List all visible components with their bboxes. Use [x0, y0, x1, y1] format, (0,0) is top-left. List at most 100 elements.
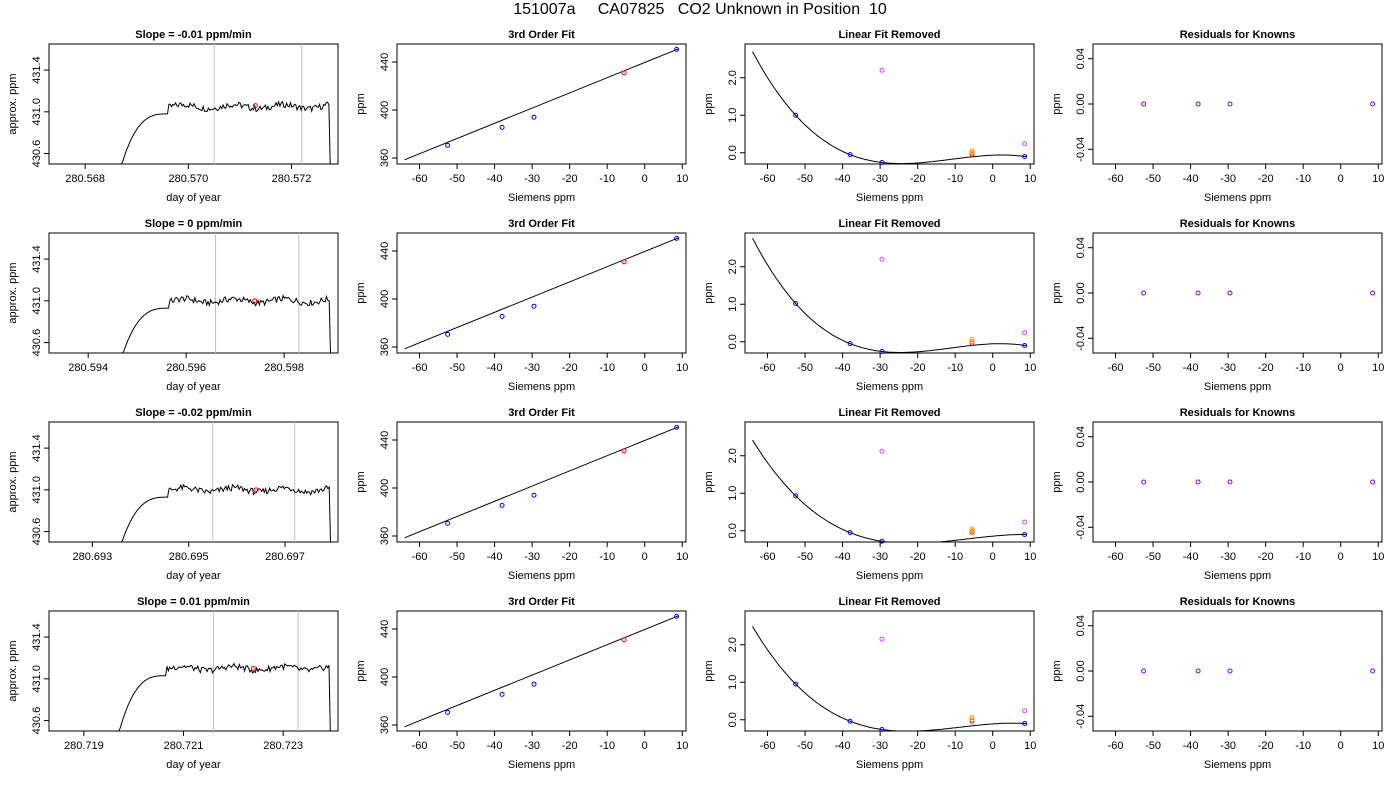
y-tick-label: 431.0	[31, 98, 43, 126]
x-axis-label: Siemens ppm	[508, 570, 575, 582]
residual-point	[1227, 668, 1233, 674]
x-tick-label: 0	[1338, 551, 1344, 563]
x-tick-label: 280.594	[68, 362, 108, 374]
known-point	[674, 46, 680, 52]
unknown-point	[621, 70, 627, 76]
x-tick-label: -40	[835, 551, 851, 563]
y-tick-label: 0.0	[727, 334, 739, 349]
x-tick-label: 280.598	[264, 362, 304, 374]
plot-frame	[1092, 232, 1383, 354]
x-tick-label: 280.570	[168, 173, 208, 185]
x-tick-label: -20	[910, 740, 926, 752]
y-axis-label: approx. ppm	[7, 451, 19, 512]
fit-panel: 3rd Order Fit Siemens ppm ppm -60 -50 -40 -30 -…	[355, 218, 688, 393]
y-tick-label: 1.0	[727, 486, 739, 501]
y-tick-label: -0.04	[1075, 326, 1087, 351]
residual-point	[1141, 101, 1147, 107]
x-tick-label: -50	[449, 740, 465, 752]
known-point	[445, 709, 451, 715]
x-tick-label: -30	[1220, 740, 1236, 752]
magenta-point	[879, 636, 885, 642]
x-tick-label: 10	[1372, 740, 1384, 752]
x-tick-label: -50	[1145, 740, 1161, 752]
fit-curve	[752, 51, 1027, 165]
y-axis-label: ppm	[355, 660, 367, 681]
y-axis-label: ppm	[1051, 282, 1063, 303]
y-tick-label: 2.0	[727, 70, 739, 85]
x-axis-label: Siemens ppm	[856, 570, 923, 582]
x-tick-label: -30	[872, 551, 888, 563]
plot-frame	[744, 421, 1035, 543]
plot-title: Slope = -0.01 ppm/min	[135, 29, 252, 41]
x-tick-label: -60	[1108, 740, 1124, 752]
residual-point	[1227, 479, 1233, 485]
fit-curve	[752, 237, 1027, 353]
y-axis-label: approx. ppm	[7, 73, 19, 134]
x-tick-label: -20	[562, 362, 578, 374]
fit-curve	[752, 626, 1027, 732]
x-tick-label: -20	[910, 362, 926, 374]
y-axis-label: ppm	[1051, 660, 1063, 681]
known-point	[879, 349, 885, 354]
y-tick-label: 0.00	[1075, 660, 1087, 681]
residual-point	[1227, 290, 1233, 296]
x-tick-label: -10	[947, 740, 963, 752]
y-tick-label: 431.4	[31, 623, 43, 651]
linear-removed-panel: Linear Fit Removed Siemens ppm ppm -60 -50 -4…	[703, 29, 1036, 204]
x-tick-label: 10	[1024, 362, 1036, 374]
y-axis-label: ppm	[355, 282, 367, 303]
x-tick-label: -40	[487, 362, 503, 374]
residuals-panel: Residuals for Knowns Siemens ppm ppm -60 -50…	[1051, 407, 1384, 582]
y-tick-label: 431.0	[31, 476, 43, 504]
x-tick-label: -60	[1108, 362, 1124, 374]
x-tick-label: -10	[947, 173, 963, 185]
x-tick-label: -60	[412, 362, 428, 374]
plot-frame	[1092, 610, 1383, 732]
linear-removed-panel: Linear Fit Removed Siemens ppm ppm -60 -50 -4…	[703, 407, 1036, 582]
y-tick-label: 430.6	[31, 140, 43, 168]
residuals-panel: Residuals for Knowns Siemens ppm ppm -60 -50…	[1051, 596, 1384, 771]
sample-marker	[253, 487, 259, 493]
known-point	[793, 681, 799, 687]
y-tick-label: 0.0	[727, 145, 739, 160]
x-tick-label: -50	[449, 173, 465, 185]
plot-title: 3rd Order Fit	[508, 596, 575, 608]
x-tick-label: -10	[599, 173, 615, 185]
x-tick-label: -50	[797, 551, 813, 563]
x-tick-label: -20	[562, 551, 578, 563]
plot-title: Slope = 0 ppm/min	[145, 218, 243, 230]
y-tick-label: 0.04	[1075, 426, 1087, 447]
plot-title: Residuals for Knowns	[1180, 29, 1296, 41]
plot-frame	[744, 610, 1035, 732]
known-point	[499, 502, 505, 508]
x-tick-label: -40	[487, 173, 503, 185]
known-point	[499, 691, 505, 697]
y-axis-label: ppm	[703, 660, 715, 681]
y-tick-label: 430.6	[31, 518, 43, 546]
residual-point	[1227, 101, 1233, 107]
x-tick-label: -10	[1295, 740, 1311, 752]
x-tick-label: 280.697	[265, 551, 305, 563]
x-tick-label: -10	[599, 740, 615, 752]
y-axis-label: approx. ppm	[7, 640, 19, 701]
x-tick-label: -10	[1295, 551, 1311, 563]
x-tick-label: -40	[1183, 173, 1199, 185]
residual-point	[1195, 479, 1201, 485]
plot-title: Slope = 0.01 ppm/min	[137, 596, 250, 608]
concentration-trace	[120, 100, 333, 165]
unknown-point	[621, 637, 627, 643]
x-tick-label: -60	[412, 740, 428, 752]
y-tick-label: 430.6	[31, 707, 43, 735]
y-axis-label: ppm	[1051, 471, 1063, 492]
x-tick-label: 10	[676, 173, 688, 185]
y-tick-label: 360	[379, 149, 391, 167]
known-point	[847, 152, 853, 158]
plot-title: 3rd Order Fit	[508, 218, 575, 230]
x-tick-label: 10	[1024, 173, 1036, 185]
residual-point	[1195, 290, 1201, 296]
plot-frame	[396, 610, 687, 732]
plot-frame	[1092, 421, 1383, 543]
x-tick-label: -40	[835, 173, 851, 185]
orange-point	[969, 528, 975, 534]
